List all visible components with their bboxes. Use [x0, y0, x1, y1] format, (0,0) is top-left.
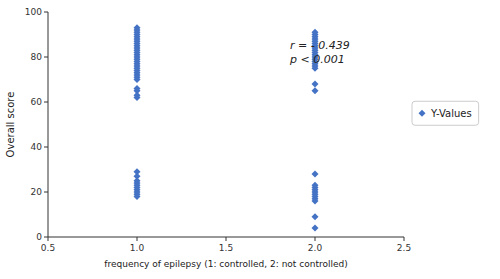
- scatter-point: [312, 171, 319, 178]
- y-tick: [44, 12, 48, 13]
- x-tick: [137, 237, 138, 241]
- scatter-point: [312, 225, 319, 232]
- y-tick: [44, 102, 48, 103]
- y-tick: [44, 237, 48, 238]
- scatter-point: [312, 198, 319, 205]
- legend-label: Y-Values: [430, 108, 472, 119]
- x-tick-label: 0.5: [41, 243, 55, 253]
- x-tick: [404, 237, 405, 241]
- chart: 0.5 1.0 1.5 2.0 2.5 0 20 40 60 80 100 frequency of …: [0, 0, 500, 279]
- y-tick-label: 80: [31, 52, 43, 62]
- x-tick: [226, 237, 227, 241]
- annotation: r = - 0.439p < 0.001: [289, 39, 350, 66]
- y-tick: [44, 147, 48, 148]
- x-tick: [48, 237, 49, 241]
- x-tick: [315, 237, 316, 241]
- y-tick-label: 60: [31, 97, 43, 107]
- legend: Y-Values: [412, 101, 479, 125]
- y-tick-label: 40: [31, 142, 43, 152]
- scatter-point: [134, 76, 141, 83]
- scatter-point: [312, 81, 319, 88]
- x-tick-label: 2.0: [308, 243, 323, 253]
- y-axis-line: [48, 12, 49, 237]
- scatter-point: [312, 213, 319, 220]
- x-axis-label: frequency of epilepsy (1: controlled, 2:…: [104, 259, 347, 269]
- x-tick-label: 1.5: [219, 243, 233, 253]
- x-tick-label: 1.0: [130, 243, 145, 253]
- y-tick-label: 20: [31, 187, 43, 197]
- y-tick: [44, 192, 48, 193]
- scatter-point: [134, 94, 141, 101]
- legend-marker: [419, 110, 426, 117]
- y-tick: [44, 57, 48, 58]
- y-tick-label: 0: [36, 232, 42, 242]
- scatter-point: [312, 87, 319, 94]
- y-tick-label: 100: [25, 7, 42, 17]
- y-axis-label: Overall score: [5, 92, 16, 158]
- scatter-point: [134, 193, 141, 200]
- legend-frame: [412, 101, 479, 125]
- x-tick-label: 2.5: [397, 243, 411, 253]
